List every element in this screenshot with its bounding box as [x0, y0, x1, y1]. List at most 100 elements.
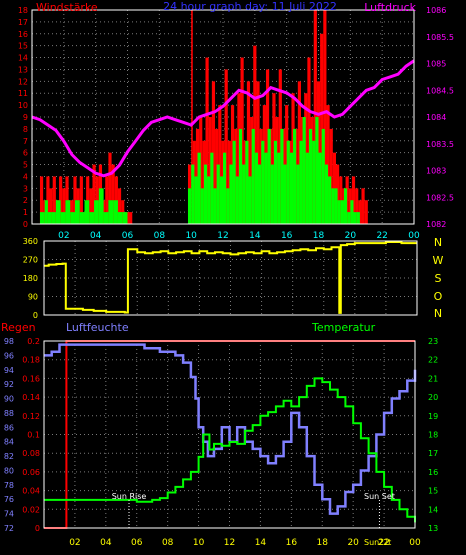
direction-axis-labels: 0 90 180 270 360 [23, 237, 38, 320]
humidity-axis-label: 78 [4, 481, 14, 490]
wind-time-label: 22 [376, 231, 387, 241]
wind-average-bar [226, 188, 230, 224]
wind-average-bar [312, 140, 316, 224]
wind-average-bar [47, 212, 52, 224]
wind-axis-label: 14 [18, 54, 28, 63]
humidity-axis-label: 94 [4, 366, 14, 375]
sunset-label: Sun Set [364, 492, 395, 501]
wind-average-bar [223, 152, 227, 224]
wind-time-label: 08 [154, 231, 166, 241]
temperature-axis-label: 20 [428, 393, 438, 402]
wind-average-bar [273, 140, 278, 224]
climate-time-label: 12 [224, 538, 235, 548]
rain-axis-label: 0.02 [22, 505, 40, 514]
humidity-axis-label: 88 [4, 409, 14, 418]
wind-average-bar [187, 188, 192, 224]
rain-axis-label: 0.06 [22, 468, 40, 477]
wind-axis-label: 3 [23, 184, 28, 193]
wind-axis-label: 8 [23, 125, 28, 134]
wind-average-bar [283, 164, 287, 224]
wind-gust-bar [361, 188, 365, 224]
wind-title: Windstärke [36, 1, 98, 14]
wind-axis-label: 0 [23, 220, 28, 229]
rain-axis-label: 0 [35, 524, 40, 533]
climate-time-label: 04 [100, 538, 112, 548]
wind-average-bar [324, 164, 329, 224]
rain-axis-label: 0.2 [27, 337, 40, 346]
humidity-axis-label: 80 [4, 466, 14, 475]
wind-gust-bar [329, 128, 333, 224]
wind-time-label: 18 [313, 231, 325, 241]
climate-time-label: 18 [317, 538, 329, 548]
wind-average-bar [261, 140, 265, 224]
wind-average-bar [229, 164, 233, 224]
pressure-axis-label: 1083.5 [426, 140, 454, 149]
wind-time-label: 16 [281, 231, 293, 241]
pressure-title: Luftdruck [364, 1, 416, 14]
climate-time-label: 14 [255, 538, 267, 548]
pressure-axis-labels: 1082 1082.5 1083 1083.5 1084 1084.5 1085 1085.5… [426, 6, 454, 229]
humidity-title: Luftfeuchte [66, 321, 129, 334]
wind-direction-line [44, 241, 417, 314]
wind-axis-label: 17 [18, 18, 28, 27]
wind-average-bar [44, 200, 48, 224]
wind-average-bar [331, 188, 335, 224]
wind-average-bar [308, 128, 313, 224]
wind-average-bar [117, 212, 123, 224]
humidity-axis-label: 82 [4, 452, 14, 461]
pressure-axis-label: 1082 [426, 220, 446, 229]
humidity-axis-label: 76 [4, 495, 14, 504]
wind-average-bar [197, 152, 201, 224]
pressure-axis-label: 1082.5 [426, 193, 454, 202]
rain-axis-label: 0.18 [22, 356, 40, 365]
temperature-axis-label: 16 [428, 468, 438, 477]
wind-gust-bar [237, 93, 241, 224]
humidity-axis-label: 98 [4, 337, 14, 346]
wind-time-label: 06 [122, 231, 134, 241]
wind-average-bar [235, 176, 239, 224]
wind-average-bar [207, 176, 211, 224]
sunrise-label: Sun Rise [112, 492, 147, 501]
temperature-axis-label: 15 [428, 487, 438, 496]
temperature-axis-label: 23 [428, 337, 438, 346]
wind-axis-label: 13 [18, 65, 28, 74]
climate-time-label: 16 [286, 538, 298, 548]
wind-average-bar [55, 200, 61, 224]
compass-label: W [433, 254, 444, 267]
pressure-axis-label: 1085 [426, 60, 446, 69]
wind-gust-bar [52, 176, 56, 224]
temperature-axis-label: 13 [428, 524, 438, 533]
wind-gust-bar [224, 69, 228, 224]
wind-average-bar [270, 164, 274, 224]
wind-gust-bar [105, 176, 109, 224]
wind-average-bar [242, 164, 246, 224]
wind-average-bar [328, 176, 332, 224]
temperature-axis-label: 21 [428, 374, 438, 383]
wind-average-bar [70, 212, 75, 224]
pressure-axis-label: 1084.5 [426, 86, 454, 95]
wind-axis-label: 15 [18, 42, 28, 51]
climate-time-label: 22 [378, 538, 389, 548]
wind-average-bar [232, 140, 236, 224]
wind-gust-bar [79, 176, 83, 224]
wind-average-bar [350, 200, 354, 224]
wind-average-bar [200, 188, 204, 224]
wind-axis-label: 7 [23, 137, 28, 146]
wind-average-bar [113, 200, 118, 224]
temperature-axis-label: 17 [428, 449, 438, 458]
wind-average-bar [98, 188, 104, 224]
wind-gust-bar [355, 188, 359, 224]
wind-average-bar [334, 188, 338, 224]
rain-axis-label: 0.14 [22, 393, 40, 402]
wind-average-bar [79, 212, 85, 224]
temperature-axis-label: 14 [428, 505, 438, 514]
wind-axis-label: 5 [23, 161, 28, 170]
wind-panel-time-labels: 02 04 06 08 10 12 14 16 18 20 22 00 [58, 231, 420, 241]
wind-gust-bar [127, 212, 133, 224]
wind-gust-bar [265, 69, 270, 224]
wind-gust-bar [62, 188, 66, 224]
wind-time-label: 20 [345, 231, 357, 241]
pressure-axis-label: 1083 [426, 167, 446, 176]
climate-time-label: 00 [409, 538, 421, 548]
wind-axis-label: 9 [23, 113, 28, 122]
